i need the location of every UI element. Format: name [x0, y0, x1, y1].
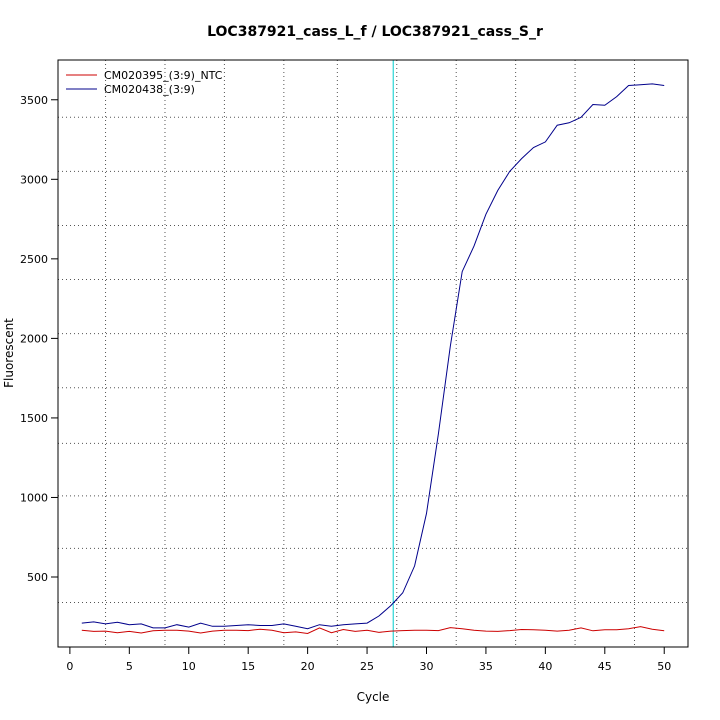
x-tick-label: 15 — [241, 660, 255, 673]
y-tick-label: 3500 — [20, 94, 48, 107]
x-tick-label: 0 — [66, 660, 73, 673]
series-group — [81, 83, 665, 635]
x-tick-label: 20 — [301, 660, 315, 673]
x-tick-label: 50 — [657, 660, 671, 673]
chart-title: LOC387921_cass_L_f / LOC387921_cass_S_r — [207, 24, 543, 40]
y-tick-label: 3000 — [20, 173, 48, 186]
y-axis: 500 1000 1500 2000 2500 3000 3500 — [20, 94, 59, 584]
legend-label-1: CM020395_(3:9)_NTC — [104, 69, 223, 82]
y-tick-label: 500 — [27, 571, 48, 584]
x-tick-label: 10 — [182, 660, 196, 673]
x-tick-label: 5 — [126, 660, 133, 673]
x-axis: 0 5 10 15 20 25 30 35 40 45 50 — [66, 646, 671, 673]
x-tick-label: 40 — [538, 660, 552, 673]
legend-label-2: CM020438_(3:9) — [104, 83, 195, 96]
y-tick-label: 2500 — [20, 253, 48, 266]
x-axis-label: Cycle — [357, 690, 390, 704]
x-tick-label: 30 — [419, 660, 433, 673]
y-tick-label: 1000 — [20, 491, 48, 504]
y-axis-label: Fluorescent — [2, 318, 16, 388]
x-tick-label: 25 — [360, 660, 374, 673]
y-tick-label: 2000 — [20, 332, 48, 345]
series-line-1 — [81, 626, 665, 635]
series-line-2 — [81, 83, 665, 630]
grid — [58, 60, 688, 647]
x-tick-label: 35 — [479, 660, 493, 673]
x-tick-label: 45 — [598, 660, 612, 673]
y-tick-label: 1500 — [20, 412, 48, 425]
